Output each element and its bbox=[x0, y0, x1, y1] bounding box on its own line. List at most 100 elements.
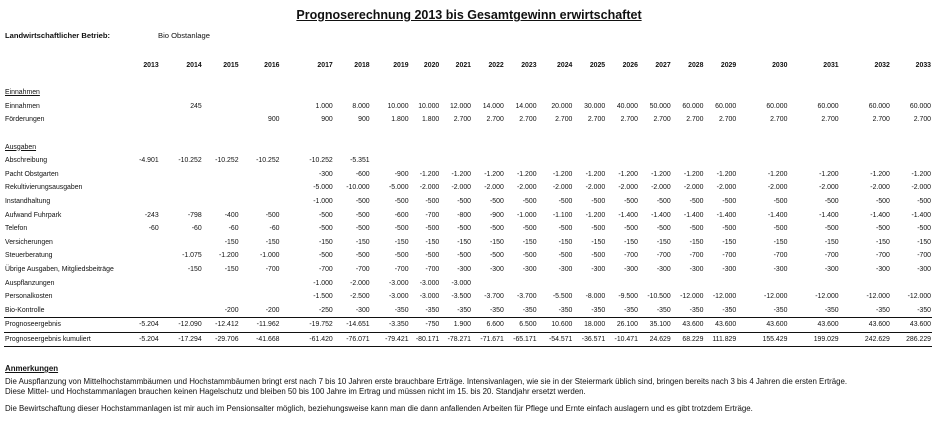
year-header: 2020 bbox=[423, 62, 440, 69]
value-cell: 60.000 bbox=[868, 102, 890, 110]
value-cell: -41.668 bbox=[239, 331, 281, 348]
table-row: Rekultivierungsausgaben -5.000 -10.000 -5.0… bbox=[4, 181, 932, 195]
value-cell: -12.090 bbox=[159, 317, 203, 333]
value-cell bbox=[203, 168, 240, 182]
note-paragraph: Diese Mittel- und Hochstammanlagen brauc… bbox=[5, 387, 586, 397]
value-cell: -3.000 bbox=[451, 279, 472, 287]
value-cell: -500 bbox=[425, 197, 440, 205]
value-cell: -200 bbox=[224, 306, 239, 314]
value-cell: -900 bbox=[394, 170, 409, 178]
row-label: Rekultivierungsausgaben bbox=[5, 184, 83, 192]
value-cell: -300 bbox=[489, 265, 504, 273]
value-cell: -500 bbox=[591, 225, 606, 233]
value-cell: -54.571 bbox=[537, 331, 574, 348]
value-cell: 111.829 bbox=[704, 331, 738, 348]
business-value: Bio Obstanlage bbox=[158, 31, 210, 40]
value-cell: -500 bbox=[394, 197, 409, 205]
value-cell: 2.700 bbox=[486, 116, 504, 124]
value-cell: -150 bbox=[917, 238, 931, 246]
value-cell: 35.100 bbox=[638, 317, 672, 333]
value-cell: -2.000 bbox=[716, 184, 737, 192]
value-cell: -500 bbox=[722, 225, 737, 233]
value-cell: -500 bbox=[689, 225, 704, 233]
value-cell: -10.252 bbox=[215, 157, 239, 165]
value-cell: -1.200 bbox=[870, 170, 890, 178]
value-cell bbox=[704, 154, 737, 168]
year-header: 2017 bbox=[317, 62, 333, 69]
result-row: Prognoseergebnis -5.204 -12.090 -12.412 -11.… bbox=[4, 317, 932, 333]
value-cell bbox=[133, 249, 160, 263]
value-cell: -3.700 bbox=[517, 293, 537, 301]
value-cell: 10.600 bbox=[537, 317, 574, 333]
value-cell: 26.100 bbox=[606, 317, 639, 333]
value-cell: -500 bbox=[591, 252, 606, 260]
value-cell: -500 bbox=[425, 252, 440, 260]
value-cell bbox=[240, 195, 281, 209]
value-cell: 2.700 bbox=[587, 116, 606, 124]
year-header: 2023 bbox=[521, 62, 537, 69]
value-cell bbox=[160, 168, 203, 182]
value-cell: -1.000 bbox=[313, 279, 333, 287]
value-cell: -1.400 bbox=[870, 211, 890, 219]
table-row: Instandhaltung -1.000 -500 -500 -500 -500 -500… bbox=[4, 195, 932, 209]
year-header: 2030 bbox=[772, 62, 788, 69]
value-cell: -500 bbox=[457, 252, 472, 260]
value-cell bbox=[737, 154, 788, 168]
value-cell: -200 bbox=[265, 306, 280, 314]
value-cell: -500 bbox=[558, 197, 573, 205]
value-cell: 2.700 bbox=[555, 116, 573, 124]
value-cell: -700 bbox=[425, 211, 440, 219]
value-cell: -5.204 bbox=[133, 317, 160, 333]
year-header: 2032 bbox=[874, 62, 890, 69]
table-row: Telefon -60 -60 -60 -60 -500 -500 -500 -500 -500 -… bbox=[4, 222, 932, 236]
value-cell: -500 bbox=[522, 225, 537, 233]
value-cell: -1.000 bbox=[259, 252, 280, 260]
value-cell: -5.500 bbox=[552, 293, 573, 301]
value-cell: 2.700 bbox=[718, 116, 737, 124]
value-cell: 1.900 bbox=[440, 317, 473, 333]
value-cell: -500 bbox=[489, 252, 504, 260]
row-label: Bio-Kontrolle bbox=[5, 306, 45, 314]
value-cell: -1.400 bbox=[716, 211, 737, 219]
value-cell: 900 bbox=[321, 116, 333, 124]
value-cell: -700 bbox=[318, 265, 333, 273]
value-cell: -1.200 bbox=[484, 170, 504, 178]
value-cell bbox=[160, 236, 203, 250]
value-cell: -1.200 bbox=[651, 170, 671, 178]
year-header: 2031 bbox=[823, 62, 839, 69]
value-cell: -150 bbox=[187, 265, 202, 273]
value-cell: 1.000 bbox=[315, 102, 333, 110]
value-cell: -500 bbox=[558, 225, 573, 233]
value-cell bbox=[133, 263, 160, 277]
value-cell bbox=[472, 154, 505, 168]
row-label: Einnahmen bbox=[5, 102, 40, 110]
value-cell: -500 bbox=[425, 225, 440, 233]
row-label: Versicherungen bbox=[5, 238, 53, 246]
value-cell: -700 bbox=[394, 265, 409, 273]
value-cell: 900 bbox=[358, 116, 370, 124]
value-cell bbox=[133, 277, 160, 291]
value-cell: -750 bbox=[409, 317, 441, 333]
value-cell: -150 bbox=[318, 238, 333, 246]
value-cell: -350 bbox=[624, 306, 638, 314]
value-cell: -2.000 bbox=[651, 184, 671, 192]
value-cell: 242.629 bbox=[839, 331, 891, 348]
year-header: 2018 bbox=[354, 62, 370, 69]
value-cell: 43.600 bbox=[737, 317, 789, 333]
table-row: Aufwand Fuhrpark -243 -798 -400 -500 -500 -500… bbox=[4, 209, 932, 223]
value-cell bbox=[133, 236, 160, 250]
note-paragraph: Die Bewirtschaftung dieser Hochstammanla… bbox=[5, 403, 753, 413]
value-cell: -2.000 bbox=[585, 184, 606, 192]
year-header: 2024 bbox=[557, 62, 573, 69]
value-cell bbox=[160, 181, 203, 195]
value-cell: -14.651 bbox=[333, 317, 371, 333]
value-cell: -19.752 bbox=[280, 317, 334, 333]
value-cell bbox=[240, 181, 281, 195]
spacer-cell bbox=[4, 73, 932, 87]
value-cell: -900 bbox=[489, 211, 504, 219]
value-cell: -1.200 bbox=[419, 170, 440, 178]
value-cell: 1.800 bbox=[391, 116, 409, 124]
value-cell: 24.629 bbox=[638, 331, 672, 348]
value-cell: -3.350 bbox=[370, 317, 410, 333]
table-row: Pacht Obstgarten -300 -600 -900 -1.200 -1.200… bbox=[4, 168, 932, 182]
